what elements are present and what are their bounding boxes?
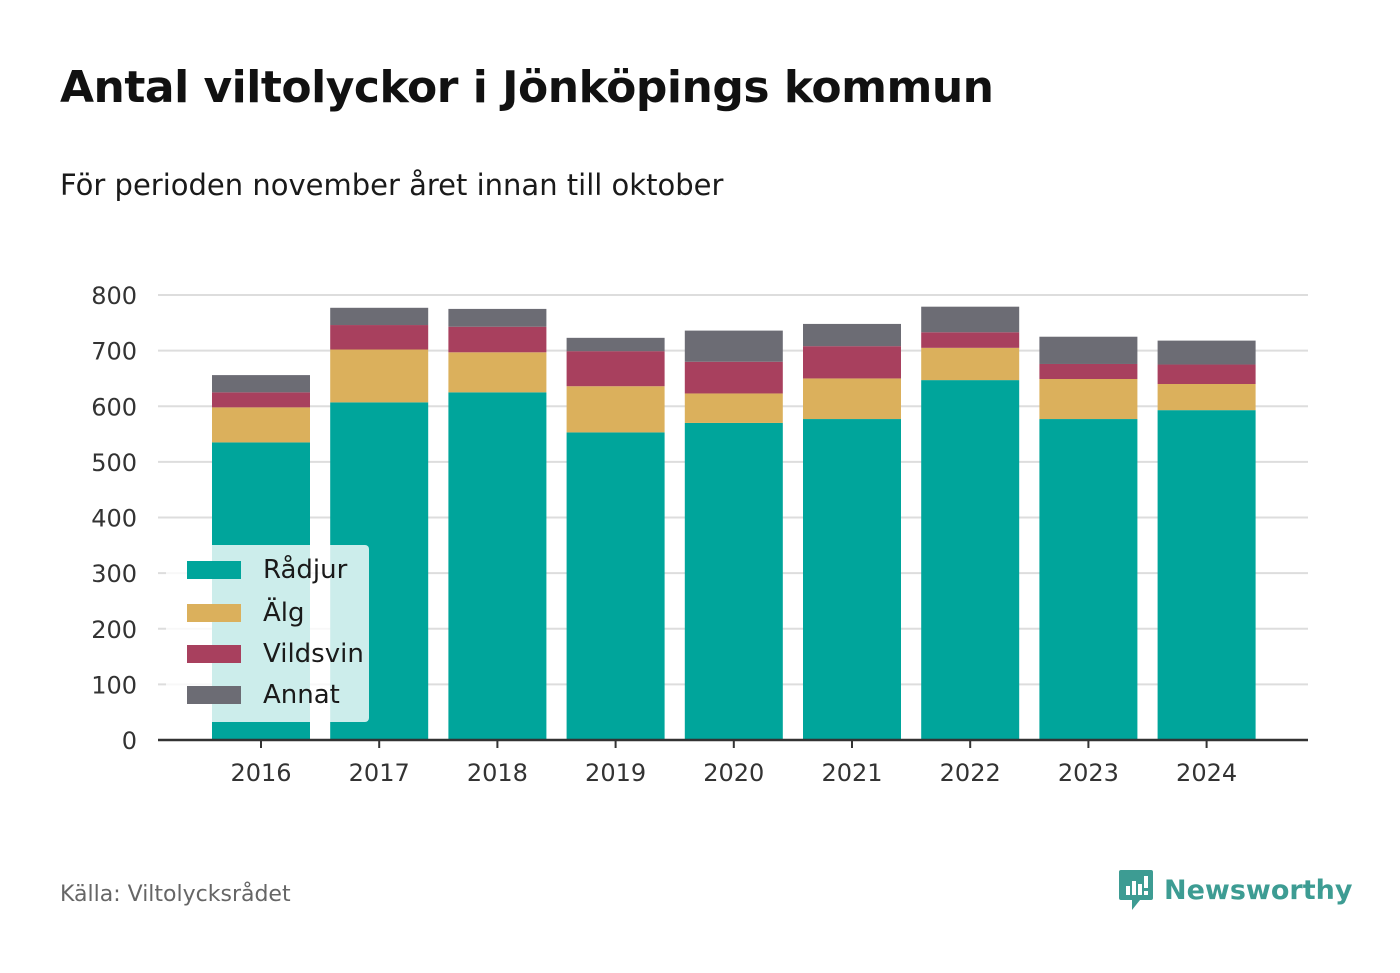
y-tick-label: 700 <box>91 338 137 366</box>
legend-item-vildsvin: Vildsvin <box>187 637 364 671</box>
y-tick-label: 400 <box>91 505 137 533</box>
bar-segment-rådjur <box>448 392 547 740</box>
bar-segment-annat <box>684 330 783 362</box>
bar-segment-annat <box>1039 336 1138 364</box>
y-axis-ticks: 0 100 200 300 400 500 600 700 800 <box>91 282 137 755</box>
bar-segment-vildsvin <box>1157 364 1256 384</box>
chart-subtitle: För perioden november året innan till ok… <box>60 168 724 202</box>
bar-segment-älg <box>212 407 310 443</box>
legend-swatch-annat <box>187 686 241 704</box>
legend-label-vildsvin: Vildsvin <box>263 639 364 669</box>
newsworthy-logo-icon <box>1119 870 1153 910</box>
bar-segment-älg <box>921 347 1020 381</box>
bar-segment-annat <box>803 323 901 347</box>
bar-segment-vildsvin <box>803 346 901 379</box>
bar-segment-annat <box>330 307 429 326</box>
bar-segment-vildsvin <box>448 326 547 353</box>
bar-segment-älg <box>448 352 547 393</box>
chart-legend: Rådjur Älg Vildsvin Annat <box>166 545 369 722</box>
bar-segment-annat <box>448 308 547 327</box>
bar-segment-annat <box>1157 340 1256 365</box>
legend-item-radjur: Rådjur <box>187 553 347 587</box>
bar-segment-rådjur <box>921 380 1020 740</box>
y-tick-label: 0 <box>122 727 137 755</box>
legend-swatch-vildsvin <box>187 645 241 663</box>
y-tick-label: 800 <box>91 282 137 310</box>
bar-segment-älg <box>330 349 429 403</box>
y-tick-label: 300 <box>91 560 137 588</box>
brand-logo: Newsworthy <box>1118 868 1352 912</box>
bar-segment-rådjur <box>803 419 901 740</box>
bar-segment-rådjur <box>1157 410 1256 740</box>
legend-swatch-radjur <box>187 561 241 579</box>
bar-segment-annat <box>212 375 310 393</box>
legend-item-alg: Älg <box>187 596 305 630</box>
legend-item-annat: Annat <box>187 678 340 712</box>
bar-segment-vildsvin <box>330 325 429 350</box>
bar-segment-annat <box>921 306 1020 333</box>
legend-label-radjur: Rådjur <box>263 555 348 585</box>
bar-segment-rådjur <box>566 432 665 740</box>
legend-label-annat: Annat <box>263 680 340 710</box>
legend-swatch-alg <box>187 604 241 622</box>
brand-name: Newsworthy <box>1164 874 1353 906</box>
x-tick-label: 2017 <box>349 759 410 787</box>
bar-segment-vildsvin <box>684 361 783 394</box>
bar-segment-älg <box>566 386 665 433</box>
chart-title: Antal viltolyckor i Jönköpings kommun <box>60 62 994 113</box>
source-note: Källa: Viltolycksrådet <box>60 882 291 907</box>
bars <box>212 306 1256 740</box>
bar-segment-vildsvin <box>212 392 310 408</box>
bar-segment-vildsvin <box>566 351 665 387</box>
bar-segment-rådjur <box>684 422 783 740</box>
bar-segment-annat <box>566 337 665 352</box>
x-tick-label: 2021 <box>821 759 882 787</box>
x-tick-label: 2024 <box>1176 759 1237 787</box>
bar-segment-rådjur <box>1039 419 1138 740</box>
x-tick-label: 2018 <box>467 759 528 787</box>
y-tick-label: 600 <box>91 393 137 421</box>
y-tick-label: 100 <box>91 671 137 699</box>
x-tick-label: 2016 <box>230 759 291 787</box>
legend-label-alg: Älg <box>263 598 305 628</box>
bar-segment-älg <box>1157 384 1256 411</box>
bar-segment-vildsvin <box>1039 363 1138 379</box>
y-tick-label: 200 <box>91 616 137 644</box>
y-tick-label: 500 <box>91 449 137 477</box>
bar-segment-älg <box>1039 378 1138 420</box>
x-tick-label: 2022 <box>940 759 1001 787</box>
x-tick-label: 2023 <box>1058 759 1119 787</box>
x-tick-label: 2020 <box>703 759 764 787</box>
bar-segment-vildsvin <box>921 332 1020 348</box>
bar-segment-älg <box>684 393 783 423</box>
bar-segment-älg <box>803 378 901 420</box>
x-axis: 2016 2017 2018 2019 2020 2021 2022 2023 2024 <box>158 738 1308 787</box>
x-tick-label: 2019 <box>585 759 646 787</box>
